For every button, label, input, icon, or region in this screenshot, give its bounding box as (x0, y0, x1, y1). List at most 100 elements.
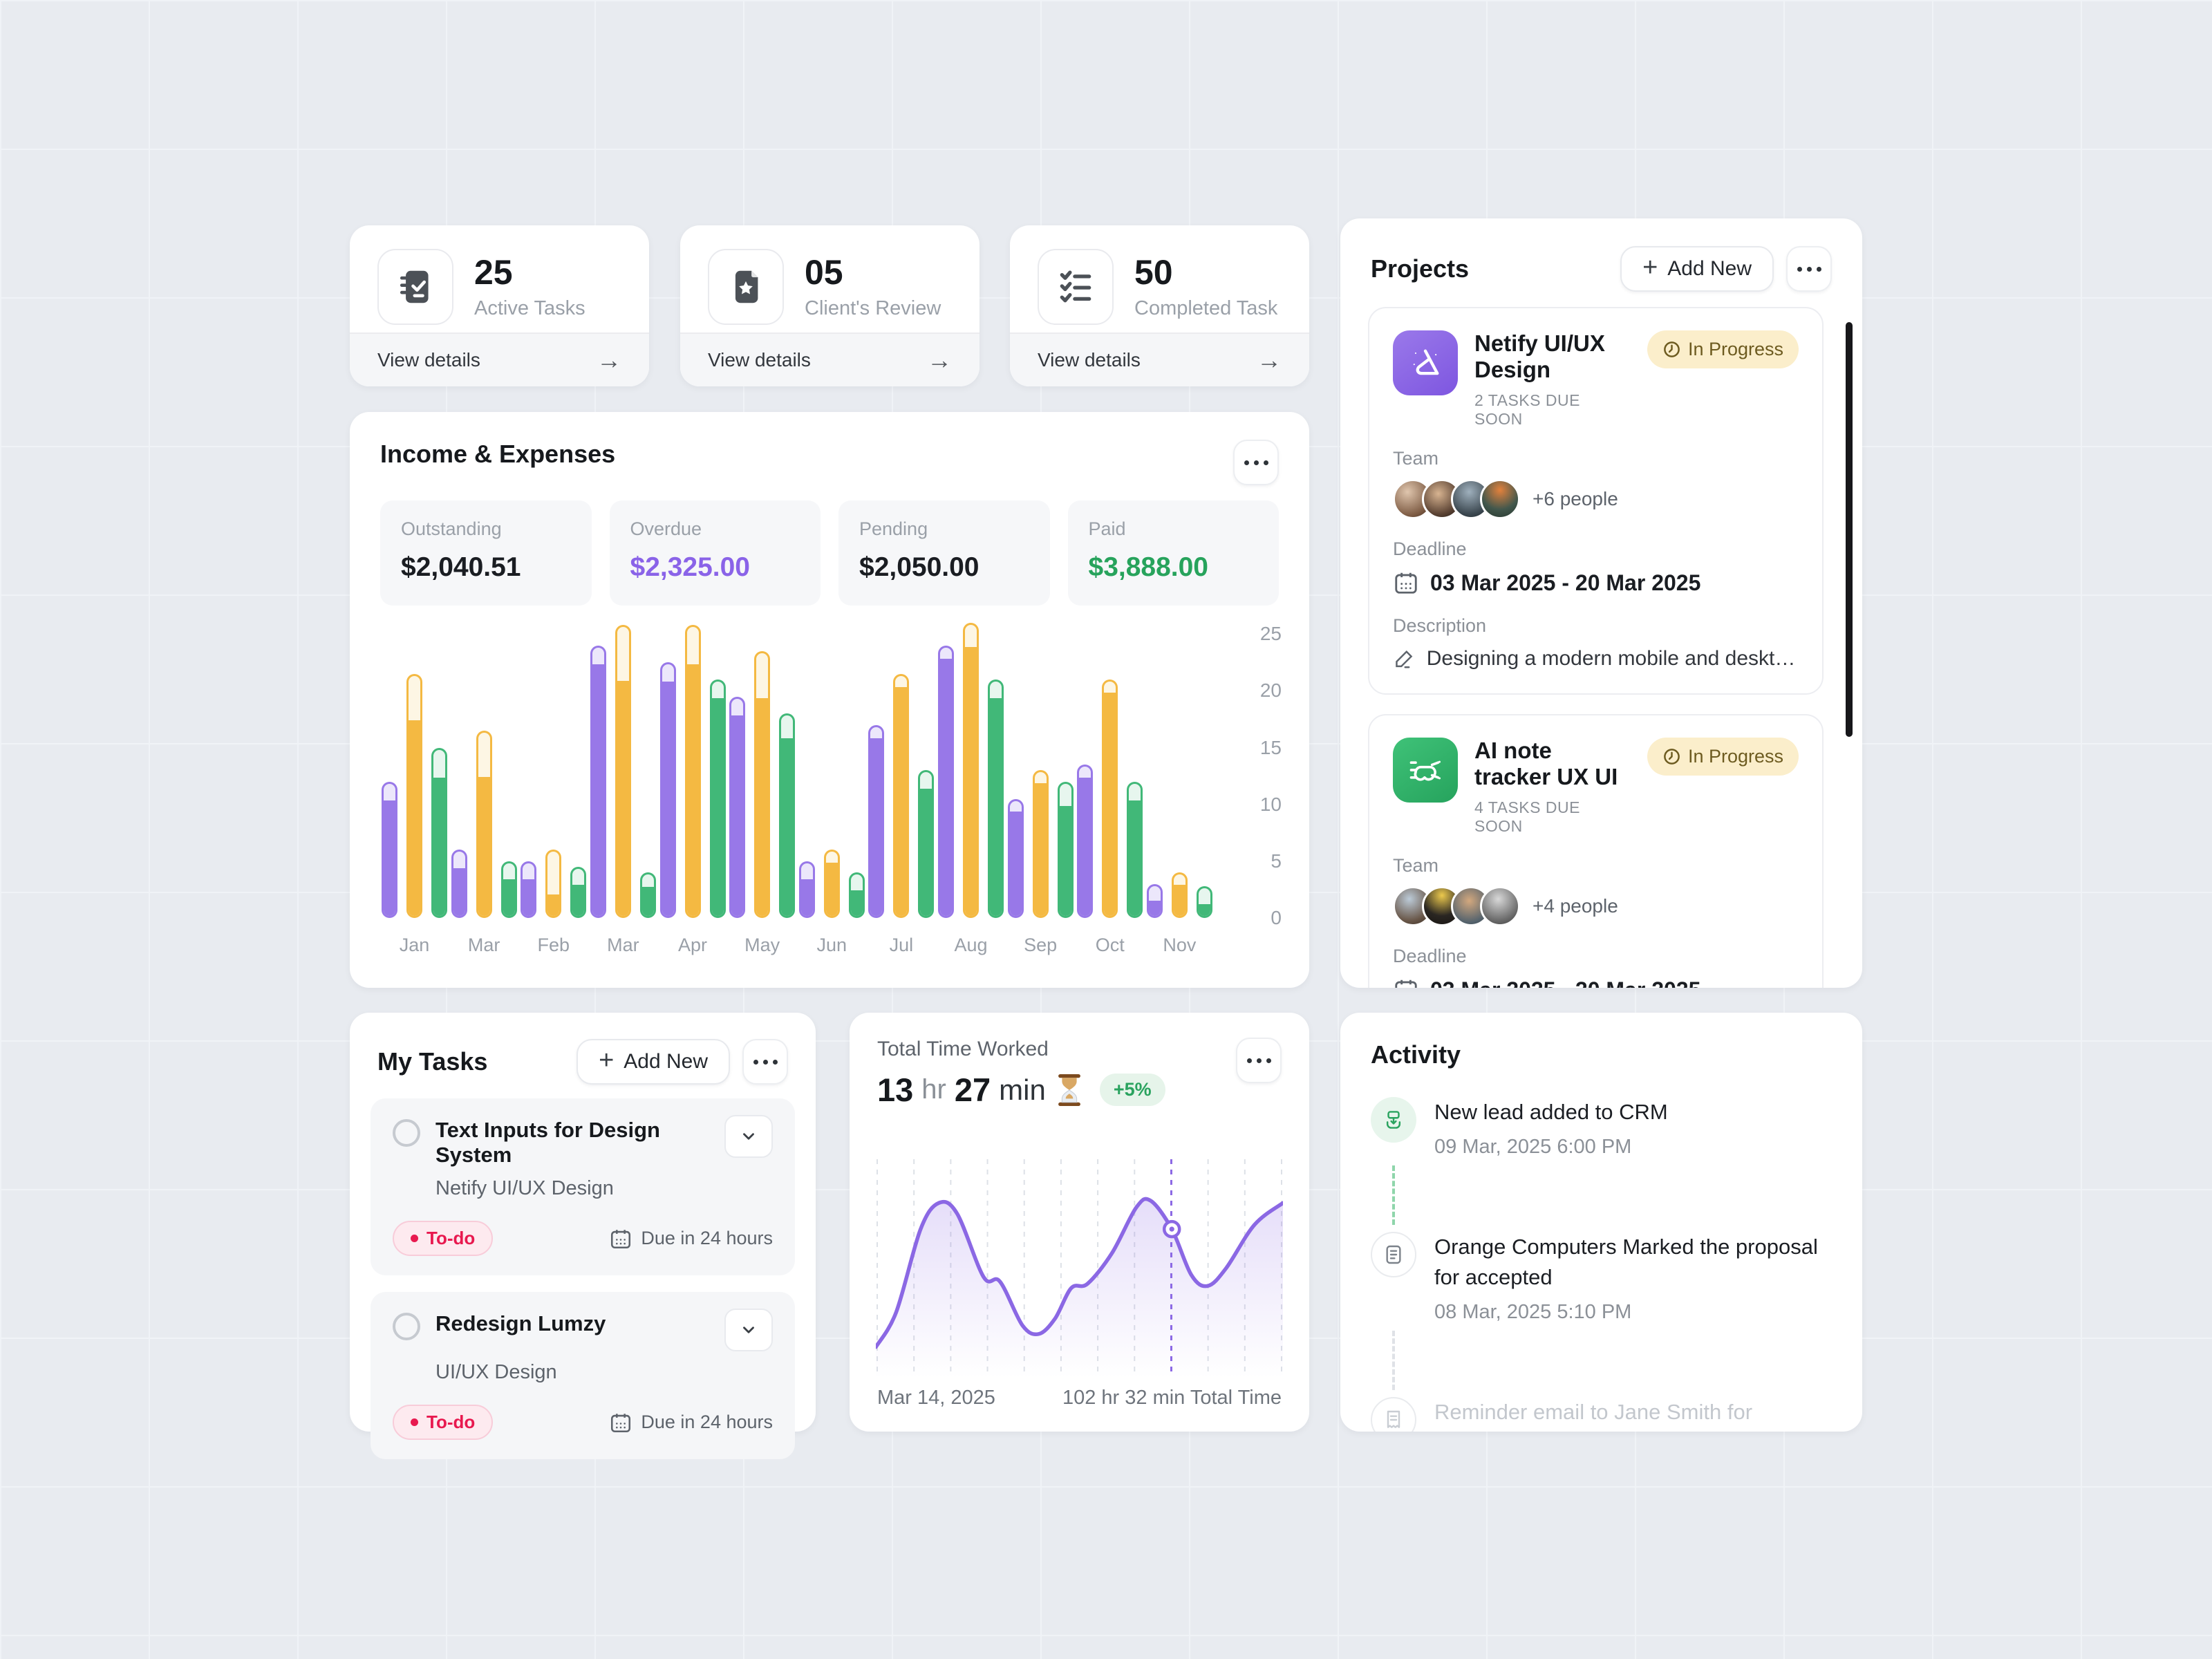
stat-label: Completed Task (1134, 297, 1278, 319)
deadline-value: 03 Mar 2025 - 20 Mar 2025 (1430, 570, 1701, 595)
more-options-button[interactable] (1233, 440, 1279, 485)
y-axis-label: 5 (1271, 850, 1282, 872)
activity-card: Activity New lead added to CRM 09 Mar, 2… (1340, 1013, 1862, 1432)
timeline-connector (1392, 1165, 1835, 1226)
green-bar (570, 867, 587, 918)
bar-group: Oct (1077, 619, 1143, 955)
view-details-link[interactable]: View details → (350, 332, 649, 386)
time-worked-title: Total Time Worked (877, 1038, 1049, 1060)
more-options-button[interactable] (1786, 246, 1832, 292)
more-options-button[interactable] (742, 1039, 788, 1085)
todo-label: To-do (427, 1412, 476, 1432)
bar-group: Jul (868, 619, 935, 955)
add-new-task-button[interactable]: + Add New (577, 1039, 730, 1085)
task-title: Redesign Lumzy (435, 1311, 606, 1335)
bar-group: Mar (590, 619, 656, 955)
activity-time: 08 Mar, 2025 5:10 PM (1434, 1301, 1632, 1324)
project-title: Netify UI/UX Design (1474, 330, 1605, 382)
view-details-label: View details (377, 349, 480, 371)
stat-value: 50 (1134, 253, 1173, 292)
purple-bar (1146, 883, 1163, 918)
stat-card-active-tasks: 25 Active Tasks View details → (350, 225, 649, 386)
description-value: Designing a modern mobile and desktop a… (1426, 647, 1799, 670)
purple-bar (868, 724, 885, 918)
invoice-icon (1371, 1397, 1416, 1432)
bar-group: Mar (451, 619, 517, 955)
purple-bar (521, 861, 537, 918)
team-label: Team (1393, 855, 1439, 876)
view-details-label: View details (708, 349, 811, 371)
task-project: Netify UI/UX Design (435, 1177, 614, 1199)
yellow-bar (1102, 679, 1118, 918)
bar-group: May (729, 619, 796, 955)
arrow-right-icon: → (597, 346, 621, 374)
view-details-label: View details (1038, 349, 1141, 371)
x-axis-label: Jul (889, 935, 914, 955)
add-new-project-button[interactable]: + Add New (1620, 246, 1774, 292)
status-badge: In Progress (1647, 330, 1799, 368)
bar-group: Apr (659, 619, 726, 955)
status-label: In Progress (1687, 746, 1783, 767)
purple-bar (798, 861, 815, 918)
time-chart-svg (874, 1159, 1285, 1378)
project-card-ai-note-tracker: AI note tracker UX UI 4 TASKS DUE SOON I… (1368, 714, 1824, 988)
chart-total-label: 102 hr 32 min Total Time (1062, 1387, 1282, 1409)
tile-label: Overdue (630, 518, 702, 539)
deadline-label: Deadline (1393, 946, 1467, 966)
calendar-icon (1395, 980, 1417, 988)
status-dot-icon (411, 1418, 418, 1426)
x-axis-label: Apr (677, 935, 708, 955)
green-bar (500, 861, 517, 918)
total-time-worked-card: Total Time Worked 13 hr 27 min +5% (850, 1013, 1309, 1432)
green-bar (848, 872, 865, 918)
purple-bar (1007, 798, 1024, 918)
activity-text: Reminder email to Jane Smith for Invoice… (1434, 1400, 1753, 1432)
yellow-bar (963, 622, 979, 918)
add-new-label: Add New (1667, 257, 1752, 280)
yellow-bar (1032, 770, 1049, 918)
time-worked-chart (874, 1159, 1285, 1378)
timeline-connector (1392, 1331, 1835, 1391)
bar-group: Aug (938, 619, 1004, 955)
view-details-link[interactable]: View details → (1010, 332, 1309, 386)
expand-task-button[interactable] (724, 1309, 773, 1351)
more-options-button[interactable] (1236, 1038, 1282, 1083)
clock-icon (1664, 341, 1680, 357)
stat-card-clients-review: 05 Client's Review View details → (680, 225, 980, 386)
x-axis-label: Sep (1024, 935, 1058, 955)
stat-card-completed-tasks: 50 Completed Task View details → (1010, 225, 1309, 386)
yellow-bar (1171, 872, 1188, 918)
view-details-link[interactable]: View details → (680, 332, 980, 386)
purple-bar (659, 662, 676, 918)
expand-task-button[interactable] (724, 1115, 773, 1158)
file-star-icon (708, 249, 784, 325)
activity-item: New lead added to CRM 09 Mar, 2025 6:00 … (1371, 1097, 1835, 1159)
tile-label: Pending (859, 518, 928, 539)
projects-scrollbar[interactable] (1846, 322, 1853, 737)
tile-label: Paid (1088, 518, 1126, 539)
stat-value: 25 (474, 253, 513, 292)
bar-group: Sep (1007, 619, 1074, 955)
project-title: AI note tracker UX UI (1474, 738, 1618, 789)
plus-icon: + (1642, 253, 1658, 282)
area-path (876, 1199, 1283, 1378)
todo-status-pill: To-do (393, 1405, 494, 1440)
income-expenses-bar-chart: Jan Mar Feb Mar Apr May Jun Jul Aug Sep Oct Nov (382, 619, 1212, 955)
stat-label: Active Tasks (474, 297, 585, 319)
task-item: Redesign Lumzy UI/UX Design To-do Due in… (371, 1292, 795, 1459)
deadline-value: 03 Mar 2025 - 20 Mar 2025 (1430, 977, 1700, 988)
task-checkbox[interactable] (393, 1313, 420, 1340)
plus-icon: + (599, 1046, 615, 1075)
netify-logo (1393, 330, 1458, 395)
task-checkbox[interactable] (393, 1119, 420, 1147)
x-axis-label: Jun (816, 935, 847, 955)
y-axis-label: 25 (1259, 623, 1282, 645)
status-badge: In Progress (1647, 738, 1799, 776)
x-axis-label: Mar (467, 935, 500, 955)
bar-group: Nov (1146, 619, 1212, 955)
yellow-bar (823, 850, 840, 918)
bar-group: Feb (521, 619, 587, 955)
x-axis-label: Oct (1095, 935, 1125, 955)
avatar (1480, 886, 1520, 926)
purple-bar (382, 781, 397, 918)
